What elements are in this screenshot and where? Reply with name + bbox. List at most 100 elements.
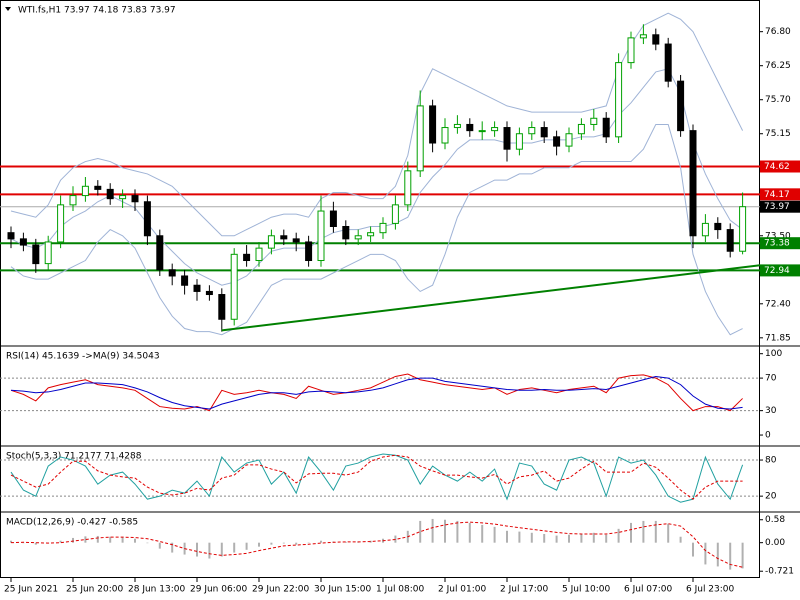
histogram-bar xyxy=(580,533,583,543)
histogram-bar xyxy=(208,542,211,559)
candle-body xyxy=(119,195,127,200)
y-tick-label: 76.80 xyxy=(765,27,791,37)
candle-body xyxy=(156,235,164,271)
title-arrow xyxy=(5,7,11,11)
histogram-bar xyxy=(158,542,161,549)
x-tick-label: 2 Jul 01:00 xyxy=(438,585,487,595)
histogram-bar xyxy=(121,537,124,543)
price-label-bg xyxy=(760,200,800,213)
candle-body xyxy=(230,253,238,320)
histogram-bar xyxy=(630,522,632,543)
candle-body xyxy=(565,133,573,147)
x-tick-label: 2 Jul 17:00 xyxy=(500,585,549,595)
series-line xyxy=(10,453,744,503)
histogram-bar xyxy=(10,540,12,543)
candle-body xyxy=(491,127,499,132)
level-label-bg xyxy=(760,264,800,277)
candle-body xyxy=(404,170,412,206)
y-tick-label: 0 xyxy=(765,431,771,441)
candle-body xyxy=(131,195,139,203)
level-label: 72.94 xyxy=(764,266,790,276)
candle-body xyxy=(726,229,734,252)
candle-body xyxy=(354,235,362,240)
candle-body xyxy=(503,127,511,150)
histogram-bar xyxy=(667,523,670,543)
candle-body xyxy=(243,253,251,262)
x-tick-label: 6 Jul 07:00 xyxy=(624,585,673,595)
plot-frame xyxy=(0,0,760,578)
price-label: 73.97 xyxy=(764,202,790,212)
histogram-bar xyxy=(344,541,347,543)
candle-body xyxy=(429,105,437,144)
level-label: 74.62 xyxy=(764,162,790,172)
candle-body xyxy=(416,105,424,172)
candle-body xyxy=(367,232,375,237)
histogram-bar xyxy=(679,536,682,543)
y-tick-label: 76.25 xyxy=(765,61,791,71)
histogram-bar xyxy=(295,542,298,545)
histogram-bar xyxy=(109,536,112,543)
histogram-bar xyxy=(518,531,521,543)
series-line xyxy=(10,375,743,410)
candle-body xyxy=(478,130,486,133)
histogram-bar xyxy=(692,542,694,557)
y-tick-label: 30 xyxy=(765,406,777,416)
candle-body xyxy=(255,247,263,262)
histogram-bar xyxy=(196,542,198,557)
x-tick-label: 1 Jul 08:00 xyxy=(376,585,425,595)
x-tick-label: 30 Jun 15:00 xyxy=(314,585,371,595)
x-tick-label: 28 Jun 13:00 xyxy=(128,585,185,595)
x-tick-label: 25 Jun 2021 xyxy=(4,585,58,595)
candle-body xyxy=(106,188,114,200)
level-label: 73.38 xyxy=(764,239,790,249)
candle-body xyxy=(193,284,201,292)
candle-body xyxy=(267,235,275,249)
candle-body xyxy=(32,244,40,265)
histogram-bar xyxy=(22,542,25,544)
candle-body xyxy=(305,241,313,262)
histogram-bar xyxy=(568,534,570,543)
histogram-bar xyxy=(258,542,260,547)
candle-body xyxy=(205,290,213,296)
candle-body xyxy=(664,43,672,82)
histogram-bar xyxy=(592,532,595,543)
y-tick-label: 75.70 xyxy=(765,95,791,105)
candle-body xyxy=(639,34,647,39)
candle-body xyxy=(615,62,623,138)
candle-body xyxy=(379,222,387,234)
candle-body xyxy=(218,294,226,320)
histogram-bar xyxy=(59,540,62,543)
candle-body xyxy=(689,130,697,237)
candle-body xyxy=(453,123,461,129)
histogram-bar xyxy=(270,542,273,545)
candle-body xyxy=(553,136,561,147)
level-label: 74.17 xyxy=(764,190,790,200)
x-tick-label: 6 Jul 23:00 xyxy=(686,585,735,595)
histogram-bar xyxy=(419,520,422,543)
y-tick-label: 70 xyxy=(765,374,777,384)
histogram-bar xyxy=(444,519,446,543)
series-line xyxy=(10,521,743,568)
candle-body xyxy=(540,127,548,138)
x-tick-label: 25 Jun 20:00 xyxy=(66,585,123,595)
histogram-bar xyxy=(530,532,533,543)
y-tick-label: 20 xyxy=(765,492,777,502)
histogram-bar xyxy=(320,540,322,543)
panel-title: MACD(12,26,9) -0.427 -0.585 xyxy=(6,518,138,528)
candle-body xyxy=(441,127,449,144)
level-label-bg xyxy=(760,237,800,250)
y-tick-label: 0.58 xyxy=(765,515,785,525)
panel-title: RSI(14) 45.1639 ->MA(9) 34.5043 xyxy=(6,352,160,362)
candle-body xyxy=(44,241,52,265)
histogram-bar xyxy=(34,542,37,545)
candle-body xyxy=(181,275,189,286)
histogram-bar xyxy=(456,520,459,543)
series-line xyxy=(10,123,743,336)
histogram-bar xyxy=(146,542,149,544)
histogram-bar xyxy=(506,530,508,543)
x-tick-label: 29 Jun 22:00 xyxy=(252,585,309,595)
histogram-bar xyxy=(245,542,248,550)
level-label-bg xyxy=(760,188,800,201)
candle-body xyxy=(168,269,176,277)
candle-body xyxy=(701,222,709,237)
